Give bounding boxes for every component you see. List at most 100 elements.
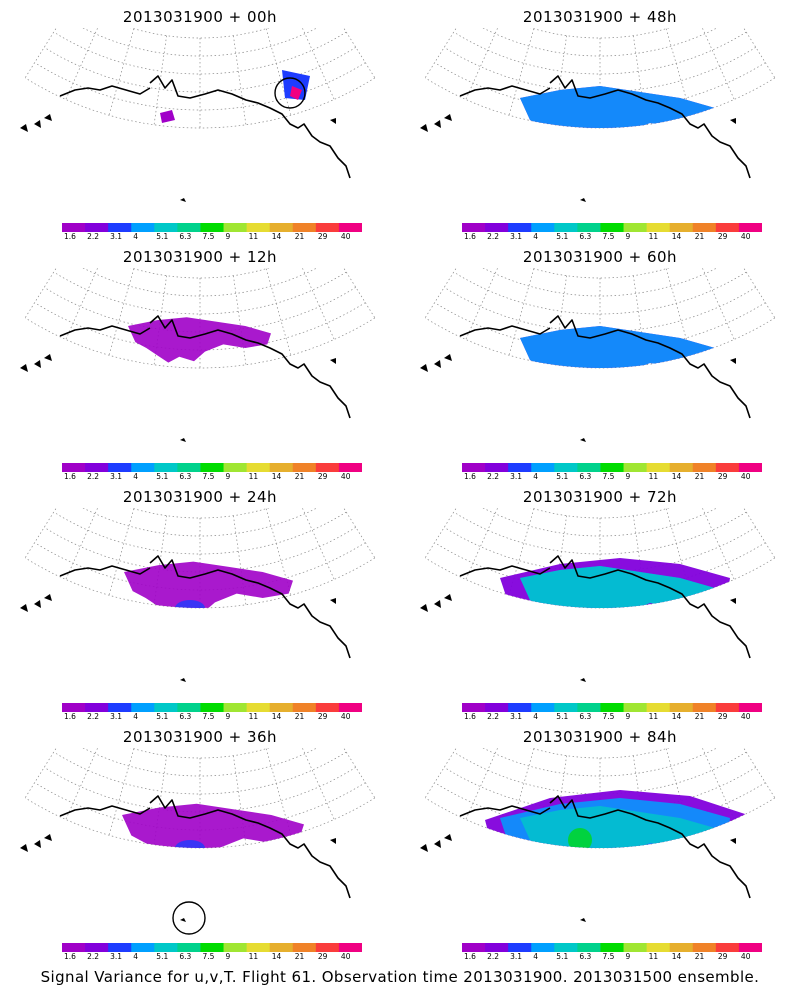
legend-swatch [531,703,555,712]
legend-swatch [600,223,625,232]
legend-label: 9 [626,472,631,479]
legend-label: 4 [533,712,538,719]
legend-swatch [738,943,762,952]
legend-label: 29 [318,712,328,719]
legend-swatch [600,943,625,952]
color-legend: 1.6 2.2 3.1 4 5.1 6.3 7.5 9 11 14 21 29 40 [462,703,762,719]
legend-swatch [462,223,486,232]
map-panel: 2013031900 + 48h 1.6 2.2 3.1 4 5.1 6.3 7.5 9 11 14… [400,0,800,240]
panel-title: 2013031900 + 24h [122,488,278,506]
legend-label: 9 [226,472,231,479]
legend-swatch [223,223,248,232]
legend-label: 14 [672,472,682,479]
legend-label: 2.2 [87,952,99,959]
legend-swatch [485,703,509,712]
legend-swatch [623,703,648,712]
legend-label: 21 [695,952,705,959]
legend-label: 1.6 [64,232,76,239]
legend-swatch [315,703,340,712]
legend-swatch [108,463,132,472]
legend-label: 21 [295,952,305,959]
legend-label: 9 [226,952,231,959]
legend-swatch [554,943,578,952]
legend-label: 29 [718,712,728,719]
legend-label: 7.5 [602,232,614,239]
legend-label: 11 [649,232,659,239]
legend-label: 11 [249,232,259,239]
legend-swatch [131,223,155,232]
legend-label: 6.3 [579,952,591,959]
legend-swatch [292,463,317,472]
color-legend: 1.6 2.2 3.1 4 5.1 6.3 7.5 9 11 14 21 29 40 [462,223,762,239]
legend-label: 5.1 [156,472,168,479]
legend-swatch [200,943,225,952]
legend-label: 21 [295,472,305,479]
legend-label: 4 [133,472,138,479]
legend-swatch [269,703,294,712]
panel-title: 2013031900 + 36h [122,728,278,746]
legend-swatch [338,943,362,952]
legend-label: 14 [272,712,282,719]
legend-label: 5.1 [556,232,568,239]
panel-title: 2013031900 + 00h [122,8,278,26]
legend-label: 2.2 [87,232,99,239]
legend-label: 3.1 [110,712,122,719]
legend-label: 1.6 [464,952,476,959]
legend-swatch [200,223,225,232]
legend-swatch [85,943,109,952]
map-panel: 2013031900 + 00h 1.6 2.2 3.1 4 5.1 6.3 7.5 9 11 14… [0,0,400,240]
legend-label: 40 [741,952,751,959]
legend-swatch [223,463,248,472]
legend-swatch [338,223,362,232]
legend-swatch [462,463,486,472]
legend-label: 40 [741,472,751,479]
legend-swatch [715,223,740,232]
legend-swatch [177,463,201,472]
legend-swatch [177,703,201,712]
legend-label: 11 [249,712,259,719]
legend-swatch [508,703,532,712]
panel-title: 2013031900 + 48h [522,8,678,26]
legend-label: 29 [718,472,728,479]
legend-label: 6.3 [179,712,191,719]
polar-map [20,28,376,202]
legend-swatch [223,943,248,952]
legend-label: 3.1 [110,232,122,239]
legend-swatch [669,943,694,952]
legend-swatch [692,943,717,952]
legend-swatch [85,223,109,232]
legend-label: 14 [272,952,282,959]
legend-label: 29 [318,472,328,479]
legend-swatch [246,943,271,952]
legend-swatch [108,943,132,952]
panel-title: 2013031900 + 84h [522,728,678,746]
legend-swatch [738,703,762,712]
legend-label: 21 [295,232,305,239]
legend-label: 3.1 [110,952,122,959]
legend-label: 2.2 [487,952,499,959]
legend-swatch [554,703,578,712]
panel-title: 2013031900 + 12h [122,248,278,266]
legend-label: 1.6 [464,232,476,239]
legend-label: 5.1 [156,232,168,239]
legend-swatch [531,223,555,232]
legend-label: 3.1 [510,472,522,479]
legend-swatch [646,463,671,472]
legend-swatch [292,223,317,232]
legend-swatch [177,943,201,952]
legend-swatch [715,943,740,952]
legend-label: 7.5 [602,472,614,479]
legend-swatch [692,223,717,232]
legend-label: 11 [249,472,259,479]
legend-swatch [315,943,340,952]
legend-label: 11 [649,472,659,479]
polar-map [420,748,776,922]
legend-label: 9 [226,232,231,239]
legend-swatch [646,943,671,952]
polar-map [20,268,376,442]
legend-swatch [177,223,201,232]
legend-label: 1.6 [464,712,476,719]
legend-swatch [223,703,248,712]
legend-label: 7.5 [602,712,614,719]
legend-swatch [600,703,625,712]
